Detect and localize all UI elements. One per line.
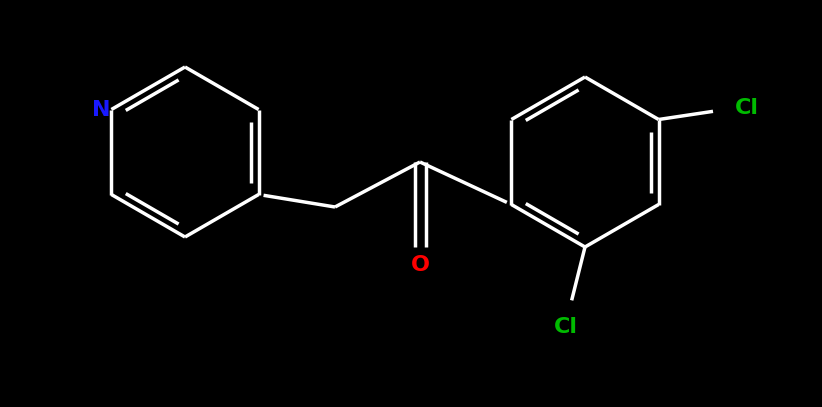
Text: N: N [92, 99, 111, 120]
Text: Cl: Cl [735, 98, 759, 118]
Text: O: O [410, 255, 430, 275]
Text: Cl: Cl [554, 317, 579, 337]
